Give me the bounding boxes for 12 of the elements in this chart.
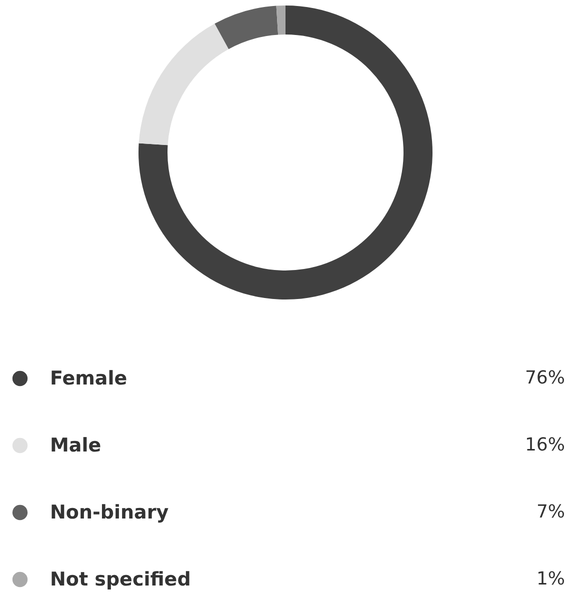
data-label: 7% — [536, 502, 565, 522]
data-label: 1% — [536, 568, 565, 590]
data-label: 76% — [524, 368, 565, 388]
legend-label: Female — [50, 368, 128, 390]
legend-label: Non-binary — [50, 502, 170, 524]
donut-slice — [214, 6, 278, 50]
donut-slice — [138, 6, 432, 300]
data-label: 16% — [524, 434, 565, 456]
legend-label: Not specified — [50, 568, 191, 590]
donut-slice — [276, 6, 286, 35]
donut-slice — [138, 24, 229, 146]
legend-label: Male — [50, 434, 102, 456]
